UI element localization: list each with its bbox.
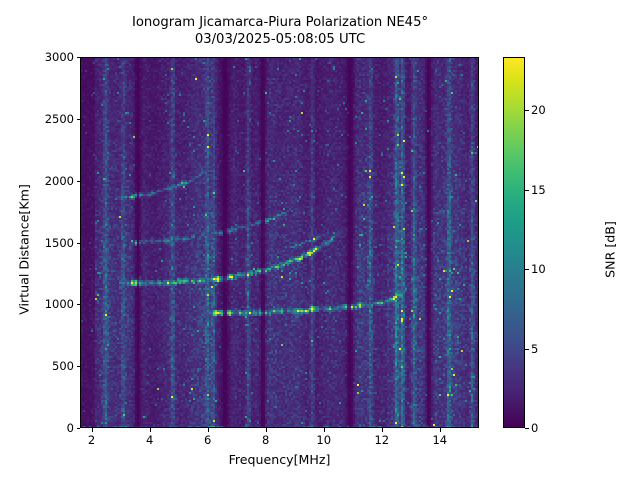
y-tick-mark: [76, 366, 80, 368]
colorbar-tick-label: 0: [531, 421, 539, 435]
y-tick-mark: [76, 57, 80, 58]
x-tick-label: 4: [145, 433, 154, 447]
y-tick-label: 1000: [44, 297, 74, 312]
x-tick-mark: [265, 428, 267, 432]
colorbar-tick-mark: [525, 110, 529, 112]
x-tick-mark: [381, 428, 383, 432]
x-tick-mark: [149, 428, 151, 432]
title-line-1: Ionogram Jicamarca-Piura Polarization NE…: [131, 15, 429, 30]
y-tick-label: 0: [66, 421, 74, 435]
y-tick-label: 2500: [44, 111, 74, 126]
y-tick-mark: [76, 118, 80, 120]
x-tick-mark: [439, 428, 441, 432]
x-tick-mark: [91, 428, 93, 432]
title-line-2: 03/03/2025-05:08:05 UTC: [194, 32, 366, 47]
colorbar-label: SNR [dB]: [602, 221, 618, 278]
ionogram-heatmap: [81, 58, 478, 427]
x-tick-label: 14: [432, 433, 448, 447]
x-tick-label: 6: [204, 433, 212, 447]
colorbar-gradient: [504, 58, 524, 427]
x-tick-mark: [323, 428, 325, 432]
x-tick-mark: [207, 428, 209, 432]
y-tick-label: 2000: [44, 173, 74, 188]
colorbar-tick-label: 20: [531, 103, 546, 118]
x-tick-label: 2: [87, 433, 96, 447]
colorbar-tick-label: 5: [531, 341, 539, 356]
page-title: Ionogram Jicamarca-Piura Polarization NE…: [0, 14, 560, 48]
ionogram-plot-area: [80, 57, 479, 428]
x-tick-label: 8: [262, 433, 270, 447]
y-tick-label: 500: [52, 359, 74, 374]
y-tick-mark: [76, 428, 80, 429]
colorbar-tick-mark: [525, 348, 529, 350]
y-tick-mark: [76, 242, 80, 244]
y-tick-mark: [76, 304, 80, 306]
x-tick-label: 10: [316, 433, 332, 447]
colorbar-tick-mark: [525, 269, 529, 271]
y-tick-label: 1500: [44, 235, 74, 250]
colorbar: [503, 57, 525, 428]
colorbar-tick-label: 10: [531, 262, 546, 277]
x-tick-label: 12: [374, 433, 390, 447]
y-axis-label: Virtual Distance[Km]: [16, 184, 32, 315]
y-tick-mark: [76, 180, 80, 182]
colorbar-tick-mark: [525, 189, 529, 191]
y-tick-label: 3000: [44, 50, 74, 64]
colorbar-tick-label: 15: [531, 182, 546, 197]
colorbar-tick-mark: [525, 428, 529, 429]
x-axis-label: Frequency[MHz]: [228, 452, 331, 467]
